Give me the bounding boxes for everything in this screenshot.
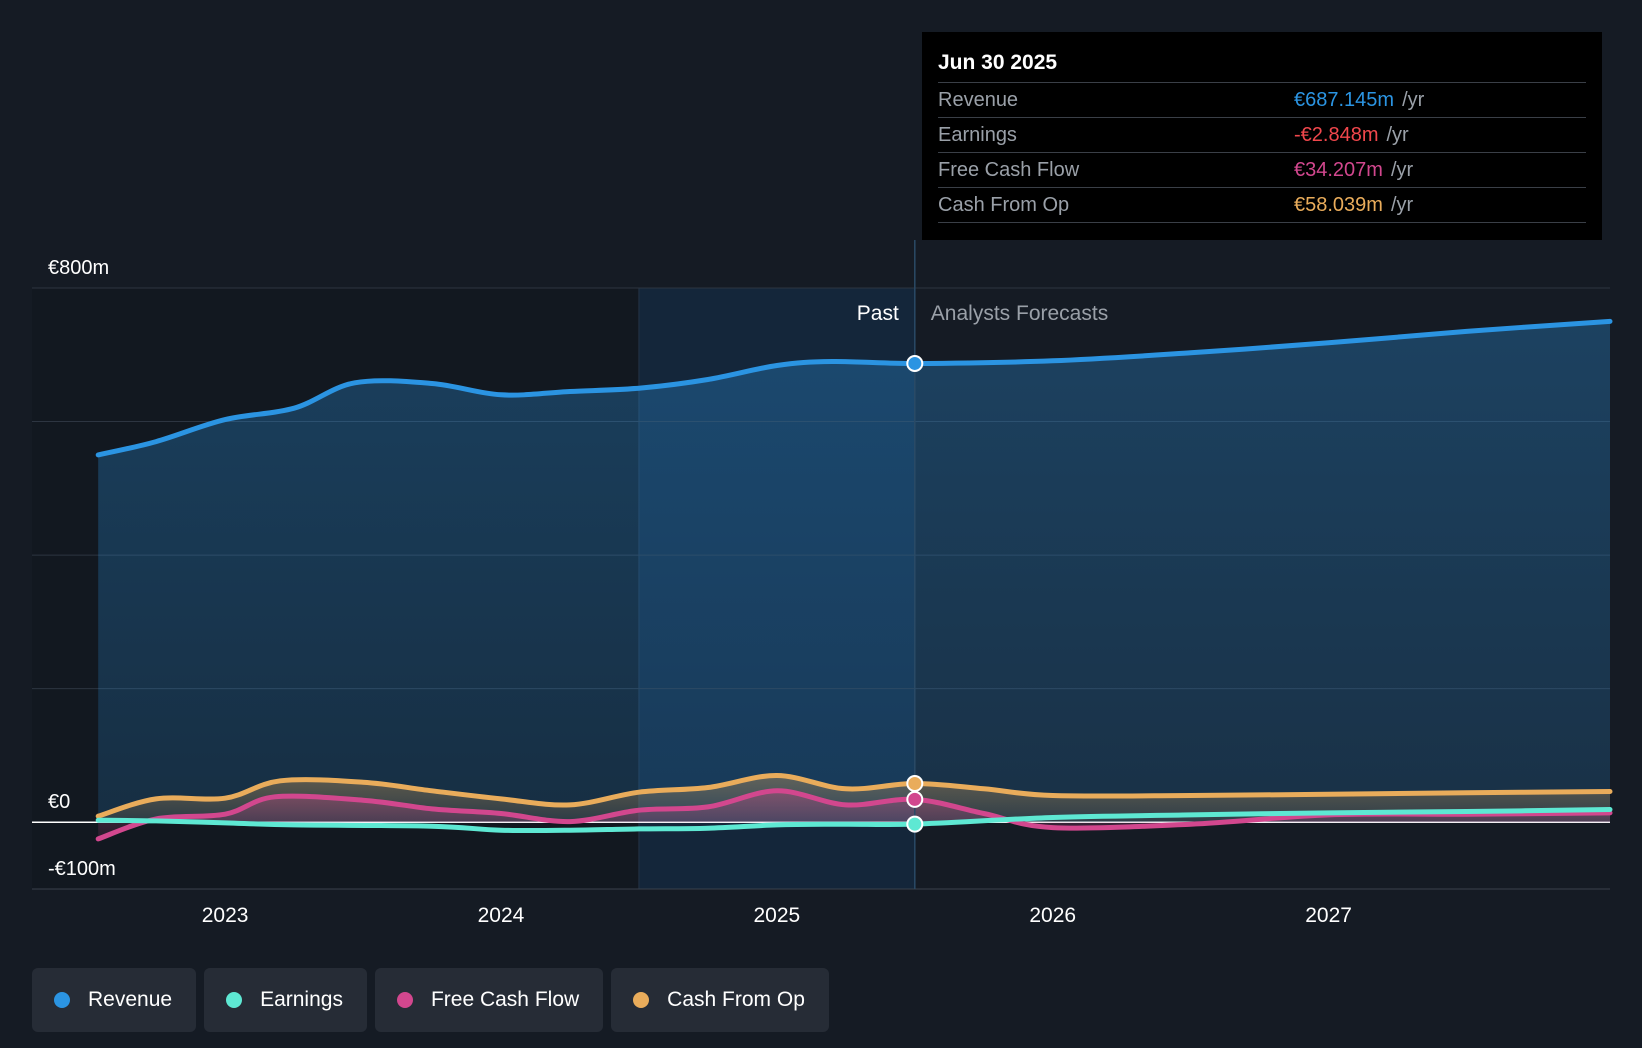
tooltip-label: Free Cash Flow xyxy=(938,159,1080,181)
forecast-label: Analysts Forecasts xyxy=(931,302,1108,325)
series-line-cash-from-op xyxy=(95,772,1613,819)
marker-earnings xyxy=(906,815,924,833)
tooltip-label: Cash From Op xyxy=(938,194,1070,216)
tooltip-value: €58.039m xyxy=(1294,194,1383,216)
earnings-dot-icon xyxy=(226,992,243,1008)
tooltip-row-earnings: Earnings -€2.848m /yr xyxy=(938,118,1586,153)
tooltip-label: Earnings xyxy=(938,124,1017,146)
legend-label: Cash From Op xyxy=(667,988,805,1011)
legend-item-earnings[interactable]: Earnings xyxy=(204,968,367,1032)
tooltip-row-free-cash-flow: Free Cash Flow €34.207m /yr xyxy=(938,153,1586,188)
x-tick-label: 2024 xyxy=(478,904,525,927)
tooltip-unit: /yr xyxy=(1390,159,1414,181)
series-line-free-cash-flow xyxy=(95,788,1613,842)
tooltip-unit: /yr xyxy=(1402,89,1425,111)
x-tick-label: 2027 xyxy=(1305,904,1352,927)
legend-item-revenue[interactable]: Revenue xyxy=(32,968,197,1032)
series-line-revenue xyxy=(95,318,1613,458)
tooltip-label: Revenue xyxy=(938,89,1019,111)
free-cash-flow-dot-icon xyxy=(396,992,413,1008)
revenue-area xyxy=(98,321,1611,823)
tooltip-unit: /yr xyxy=(1390,194,1414,216)
tooltip-row-cash-from-op: Cash From Op €58.039m /yr xyxy=(938,188,1586,223)
tooltip-row-revenue: Revenue €687.145m /yr xyxy=(938,83,1586,118)
free-cash-flow-area xyxy=(98,790,1611,839)
x-tick-label: 2025 xyxy=(754,904,801,927)
y-tick-label: €0 xyxy=(48,791,70,813)
legend-label: Free Cash Flow xyxy=(430,988,580,1011)
series-line-earnings xyxy=(95,807,1613,834)
cash-from-op-dot-icon xyxy=(633,992,650,1008)
y-tick-label: €800m xyxy=(48,257,109,279)
legend-item-cash-from-op[interactable]: Cash From Op xyxy=(611,968,829,1032)
marker-cash-from-op xyxy=(906,774,924,792)
tooltip-value: -€2.848m xyxy=(1294,124,1379,146)
legend-item-free-cash-flow[interactable]: Free Cash Flow xyxy=(374,968,604,1032)
marker-free-cash-flow xyxy=(906,790,924,808)
tooltip-date: Jun 30 2025 xyxy=(938,48,1586,83)
revenue-dot-icon xyxy=(54,992,70,1008)
marker-revenue xyxy=(906,354,924,372)
x-tick-label: 2026 xyxy=(1029,904,1076,927)
legend: Revenue Earnings Free Cash Flow Cash Fro… xyxy=(32,968,829,1032)
tooltip-value: €34.207m xyxy=(1294,159,1383,181)
tooltip: Jun 30 2025 Revenue €687.145m /yr Earnin… xyxy=(922,32,1602,240)
past-label: Past xyxy=(857,302,899,325)
tooltip-unit: /yr xyxy=(1386,124,1409,146)
legend-label: Earnings xyxy=(260,988,343,1011)
tooltip-value: €687.145m xyxy=(1294,89,1395,111)
x-tick-label: 2023 xyxy=(202,904,249,927)
chart-svg: €800m €0 -€100m 2023 2024 2025 2026 2027 Past Ana… xyxy=(32,240,1613,927)
y-tick-label: -€100m xyxy=(48,858,116,880)
legend-label: Revenue xyxy=(88,988,173,1011)
